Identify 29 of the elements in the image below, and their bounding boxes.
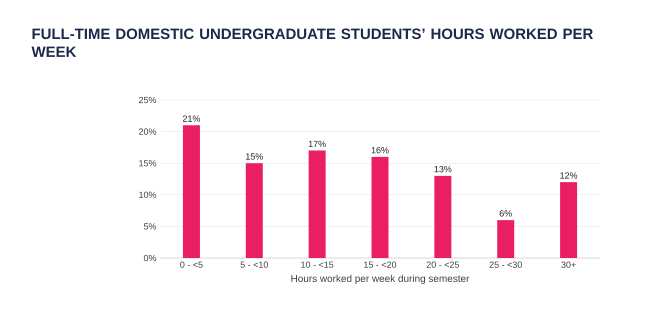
- data-label: 16%: [372, 147, 389, 154]
- y-tick-label: 25%: [138, 96, 156, 104]
- bar: [560, 182, 578, 258]
- y-tick-label: 10%: [139, 192, 156, 198]
- chart-title: FULL-TIME DOMESTIC UNDERGRADUATE STUDENTS’ HOURS WORKED PER WEEK: [32, 28, 593, 57]
- data-label: 15%: [246, 153, 263, 160]
- bar: [434, 176, 452, 258]
- bar: [308, 150, 326, 258]
- x-axis-title: Hours worked per week during semester: [291, 274, 470, 284]
- x-tick-label: 25 - <30: [490, 262, 522, 268]
- data-label: 12%: [560, 172, 578, 179]
- data-label: 6%: [500, 210, 512, 217]
- x-tick-label: 0 - <5: [180, 262, 203, 268]
- y-tick-label: 0%: [144, 254, 156, 262]
- x-tick-label: 20 - <25: [426, 262, 460, 268]
- y-tick-label: 5%: [144, 223, 156, 230]
- bar: [497, 220, 514, 258]
- bar: [246, 163, 263, 258]
- x-tick-label: 10 - <15: [301, 262, 334, 268]
- y-tick-label: 15%: [139, 160, 156, 166]
- bar: [182, 125, 200, 258]
- x-tick-label: 15 - <20: [364, 262, 396, 268]
- data-label: 17%: [308, 140, 326, 148]
- data-label: 21%: [182, 115, 200, 122]
- x-tick-label: 30+: [561, 262, 576, 268]
- bar: [372, 156, 389, 258]
- data-label: 13%: [434, 166, 452, 172]
- y-tick-label: 20%: [138, 128, 156, 135]
- x-tick-label: 5 - <10: [240, 262, 268, 268]
